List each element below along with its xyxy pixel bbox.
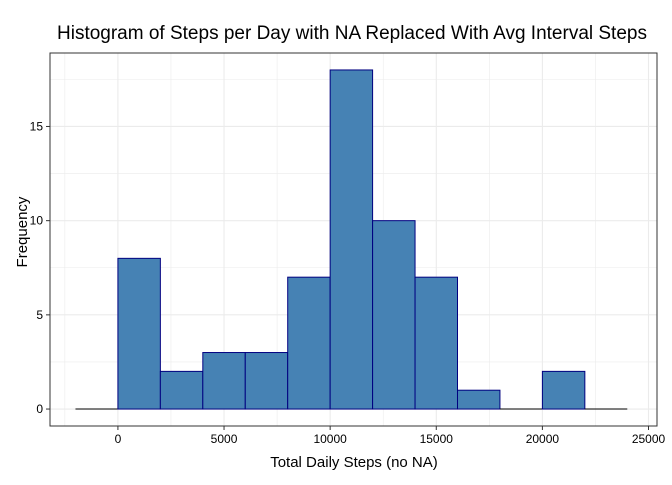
chart-title: Histogram of Steps per Day with NA Repla… [57,23,647,44]
panel-border [49,52,658,427]
x-axis-title: Total Daily Steps (no NA) [270,454,438,471]
x-tick-label: 10000 [313,432,347,446]
histogram-bar [329,69,374,410]
tick-layer: 0 5000 10000 15000 20000 25000 0 5 10 15 [30,119,666,446]
x-tick-label: 25000 [632,432,666,446]
y-tick-label: 5 [36,308,43,322]
histogram-bar [287,276,331,410]
histogram-bar [414,276,458,410]
x-tick-label: 5000 [211,432,238,446]
y-tick-label: 15 [30,119,44,133]
y-axis-title: Frequency [14,196,31,267]
bar-layer [75,69,628,410]
histogram-bar [456,389,501,410]
histogram-bar [372,220,416,410]
histogram-bar [244,352,289,410]
x-tick-label: 15000 [420,432,454,446]
histogram-bar [159,370,204,410]
histogram-bar [117,257,161,410]
x-tick-label: 20000 [526,432,560,446]
histogram-bar [202,352,246,410]
y-tick-label: 10 [30,214,44,228]
histogram-bar [541,370,586,410]
y-tick-label: 0 [36,402,43,416]
x-tick-label: 0 [115,432,122,446]
